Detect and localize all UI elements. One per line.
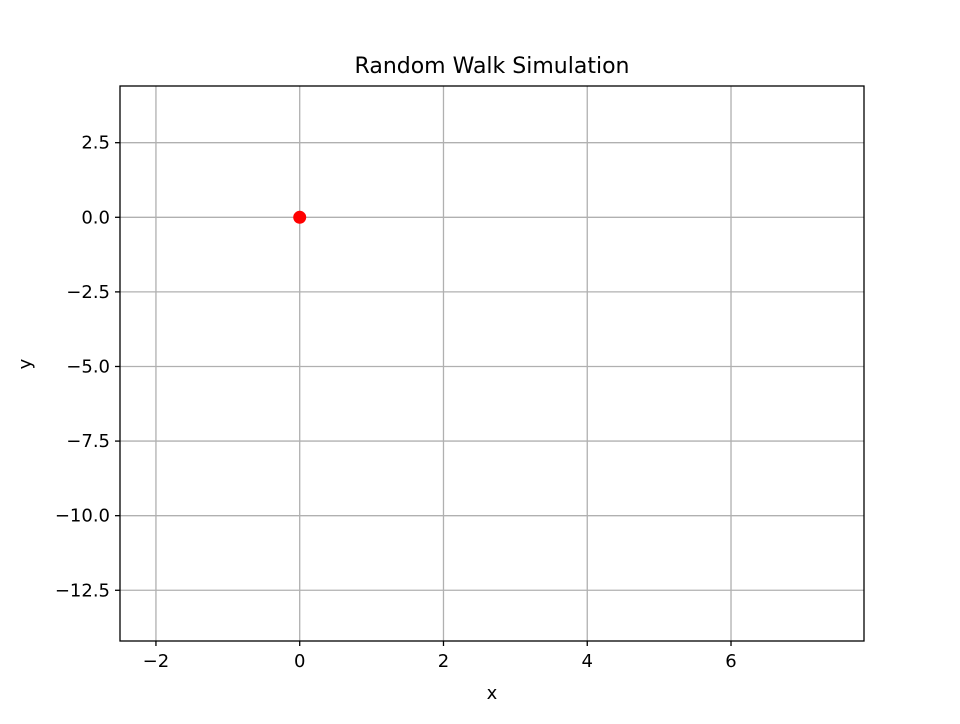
y-tick-label: −12.5 — [55, 580, 110, 601]
y-tick-label: −10.0 — [55, 506, 110, 527]
y-axis-label: y — [15, 358, 36, 369]
x-tick-label: 0 — [294, 651, 305, 672]
x-tick-label: 6 — [725, 651, 736, 672]
y-tick-label: −7.5 — [66, 431, 110, 452]
point-layer — [293, 210, 307, 224]
y-tick-label: 0.0 — [81, 207, 110, 228]
tick-layer: −2 0 2 4 6 2.5 0.0 −2.5 −5.0 −7.5 −10.0 −12.5 — [55, 133, 737, 672]
data-point — [293, 210, 307, 224]
grid-layer — [120, 86, 864, 641]
y-tick-label: 2.5 — [81, 133, 110, 154]
x-tick-label: 2 — [438, 651, 449, 672]
x-tick-label: 4 — [582, 651, 593, 672]
y-tick-label: −2.5 — [66, 282, 110, 303]
x-tick-label: −2 — [143, 651, 170, 672]
x-axis-label: x — [487, 683, 498, 704]
y-tick-label: −5.0 — [66, 356, 110, 377]
plot-frame — [119, 85, 865, 642]
chart-title: Random Walk Simulation — [355, 54, 630, 79]
